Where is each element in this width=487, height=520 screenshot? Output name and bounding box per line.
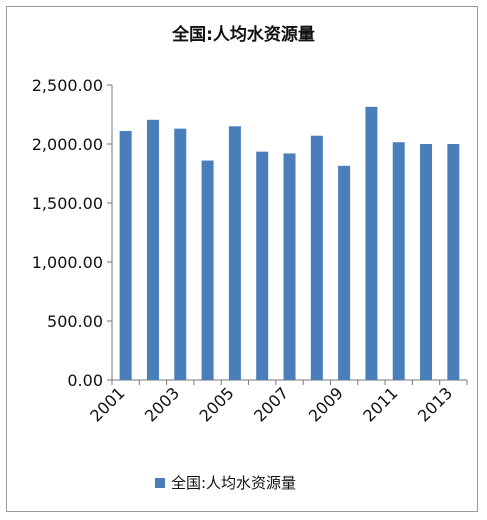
x-tick-label: 2007 bbox=[250, 383, 292, 425]
legend-label: 全国:人均水资源量 bbox=[171, 474, 297, 492]
legend: 全国:人均水资源量 bbox=[155, 472, 296, 493]
x-tick-label: 2009 bbox=[305, 383, 347, 425]
x-tick-label: 2003 bbox=[141, 383, 183, 425]
y-tick-label: 1,500.00 bbox=[32, 194, 103, 213]
y-tick-label: 500.00 bbox=[47, 312, 103, 331]
x-axis: 2001 2003 2005 2007 2009 2011 2013 bbox=[86, 379, 468, 426]
chart-title: 全国:人均水资源量 bbox=[172, 25, 315, 45]
bar-2005 bbox=[228, 126, 241, 380]
y-tick-label: 0.00 bbox=[67, 371, 103, 390]
y-axis: 0.00 500.00 1,000.00 1,500.00 2,000.00 2,500.… bbox=[32, 76, 113, 390]
bar-2012 bbox=[420, 144, 433, 380]
legend-swatch bbox=[155, 477, 165, 488]
bar-2013 bbox=[447, 144, 460, 380]
bar-2003 bbox=[174, 128, 187, 380]
y-tick-label: 2,500.00 bbox=[32, 76, 103, 95]
bar-2007 bbox=[283, 153, 296, 380]
x-tick-label: 2011 bbox=[359, 383, 401, 425]
bar-2002 bbox=[146, 119, 159, 380]
bar-2004 bbox=[201, 160, 214, 380]
y-tick-label: 1,000.00 bbox=[32, 253, 103, 272]
bar-2009 bbox=[338, 165, 351, 380]
bar-2001 bbox=[119, 131, 132, 380]
x-tick-label: 2005 bbox=[195, 383, 237, 425]
bar-2008 bbox=[310, 135, 323, 380]
bar-2006 bbox=[256, 151, 269, 380]
bar-series bbox=[119, 106, 460, 380]
bar-2010 bbox=[365, 106, 378, 380]
y-tick-label: 2,000.00 bbox=[32, 135, 103, 154]
bar-2011 bbox=[392, 142, 405, 380]
x-tick-label: 2013 bbox=[414, 383, 456, 425]
